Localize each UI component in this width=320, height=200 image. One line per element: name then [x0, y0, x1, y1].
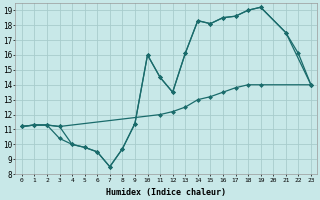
X-axis label: Humidex (Indice chaleur): Humidex (Indice chaleur) [106, 188, 226, 197]
